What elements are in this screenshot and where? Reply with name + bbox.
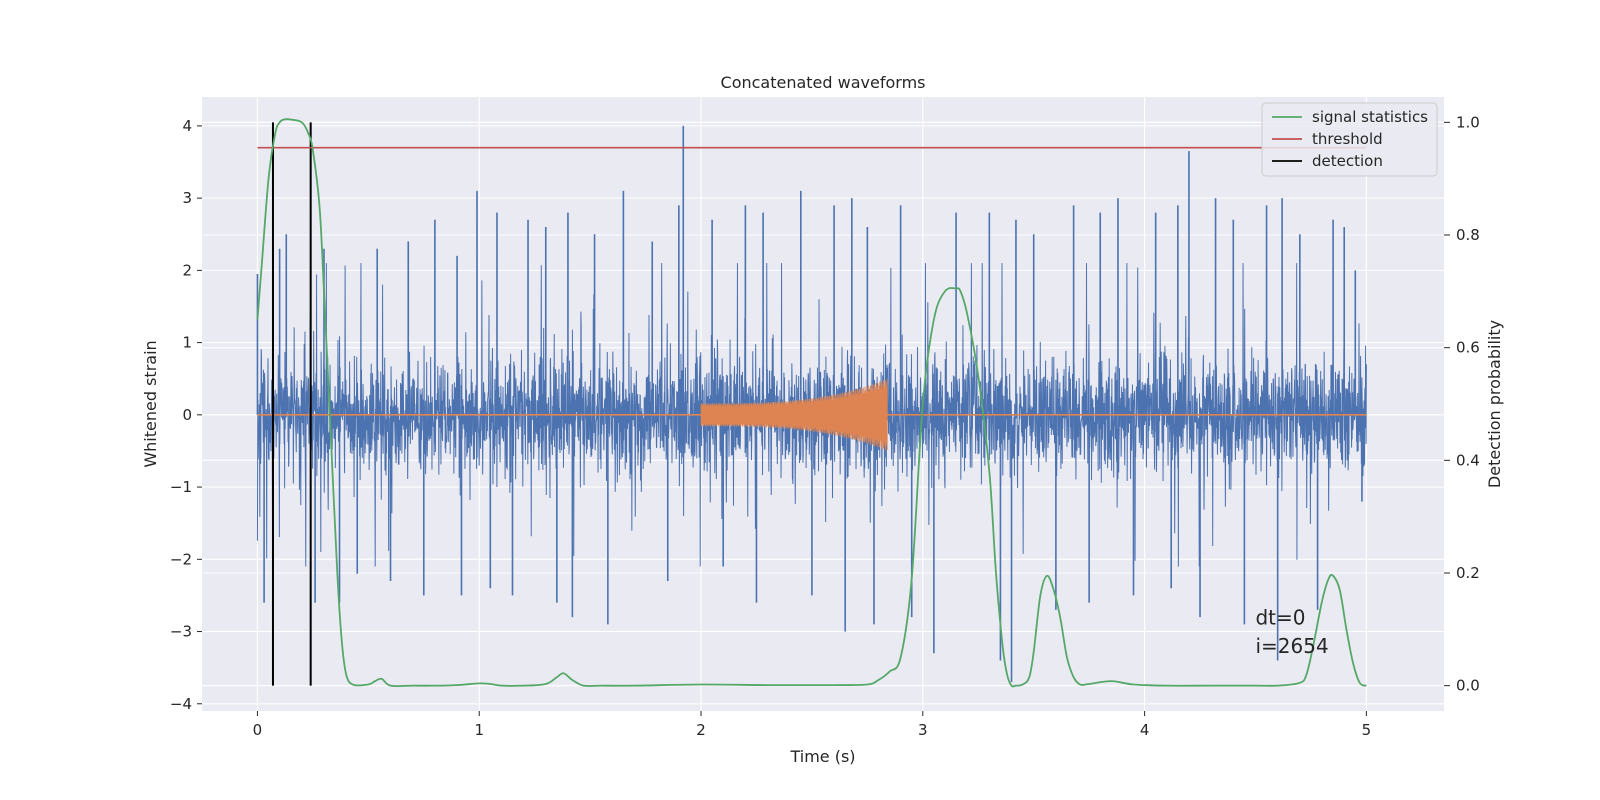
y-tick-label: 4 <box>182 117 192 135</box>
right-y-tick-label: 0.2 <box>1456 564 1480 582</box>
legend-label-threshold: threshold <box>1312 130 1383 148</box>
chart-title: Concatenated waveforms <box>721 73 926 92</box>
y-tick-label: 0 <box>182 406 192 424</box>
y-tick-label: 3 <box>182 189 192 207</box>
signal-statistics-line <box>256 118 1367 688</box>
y-tick-label: −4 <box>170 695 192 713</box>
y-tick-label: −3 <box>170 623 192 641</box>
y-tick-label: −1 <box>170 478 192 496</box>
x-axis-label: Time (s) <box>789 747 855 766</box>
annotation-text: i=2654 <box>1255 634 1328 658</box>
y-tick-label: 2 <box>182 261 192 279</box>
x-tick-label: 4 <box>1140 721 1150 739</box>
detection-markers <box>271 122 312 686</box>
annotations: dt=0 i=2654 <box>1255 605 1328 658</box>
legend: signal statistics threshold detection <box>1261 102 1438 177</box>
right-y-tick-label: 0.0 <box>1456 677 1480 695</box>
x-tick-label: 2 <box>696 721 706 739</box>
y-tick-label: 1 <box>182 334 192 352</box>
right-y-tick-label: 0.8 <box>1456 226 1480 244</box>
legend-label-signal: signal statistics <box>1312 108 1428 126</box>
x-tick-label: 1 <box>474 721 484 739</box>
y-tick-label: −2 <box>170 550 192 568</box>
right-y-axis-label: Detection probability <box>1485 320 1504 488</box>
x-axis-ticks: 0 1 2 3 4 5 <box>253 711 1371 739</box>
right-y-axis-ticks: 0.0 0.2 0.4 0.6 0.8 1.0 <box>1444 113 1480 695</box>
legend-box <box>1261 102 1438 177</box>
right-y-tick-label: 0.6 <box>1456 339 1480 357</box>
right-y-tick-label: 0.4 <box>1456 451 1480 469</box>
y-axis-ticks: −4 −3 −2 −1 0 1 2 3 4 <box>170 117 202 713</box>
strain-spikes <box>256 125 1363 683</box>
right-y-tick-label: 1.0 <box>1456 113 1480 131</box>
x-tick-label: 0 <box>253 721 263 739</box>
x-tick-label: 5 <box>1362 721 1372 739</box>
x-tick-label: 3 <box>918 721 928 739</box>
annotation-text: dt=0 <box>1255 605 1305 629</box>
y-axis-label: Whitened strain <box>141 340 160 467</box>
template-chirp-line <box>700 378 888 451</box>
legend-label-detection: detection <box>1312 152 1383 170</box>
